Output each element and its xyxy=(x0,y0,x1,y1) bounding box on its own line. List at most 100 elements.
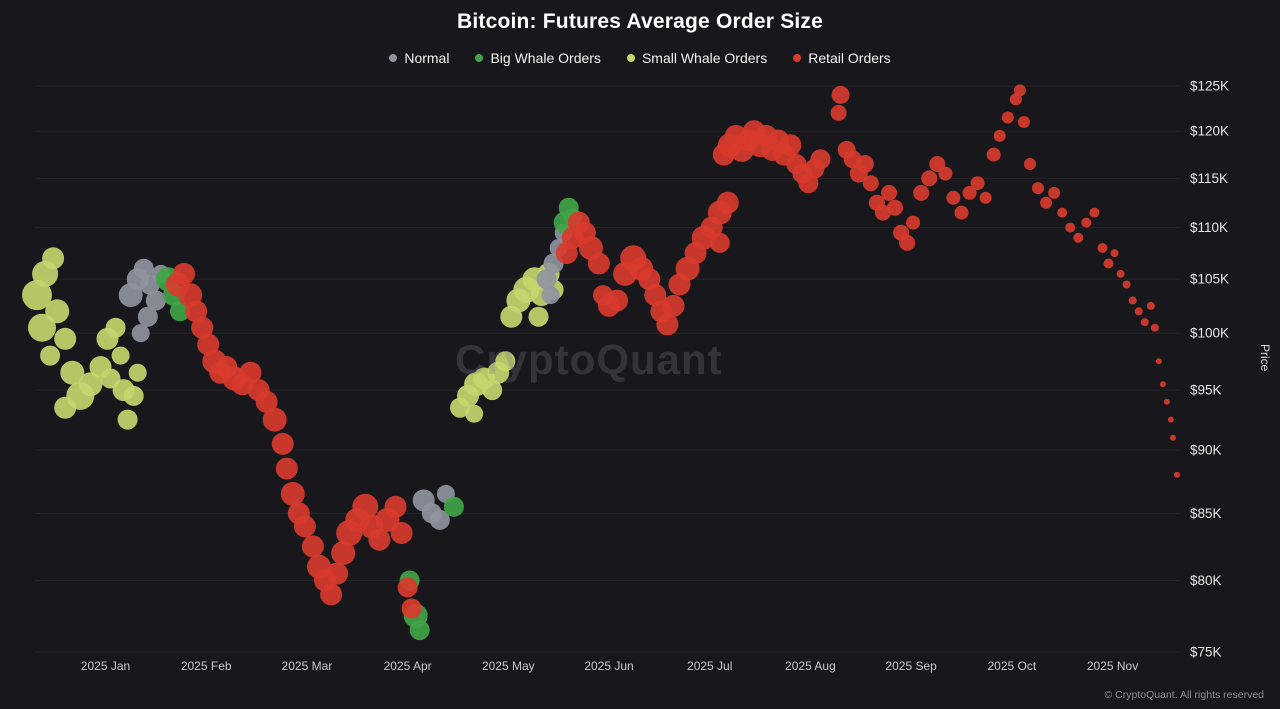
data-point-retail-orders[interactable] xyxy=(656,313,679,336)
data-point-retail-orders[interactable] xyxy=(1146,301,1155,310)
data-point-retail-orders[interactable] xyxy=(301,535,324,558)
data-point-small-whale-orders[interactable] xyxy=(111,346,130,365)
data-point-retail-orders[interactable] xyxy=(921,170,938,187)
data-point-retail-orders[interactable] xyxy=(368,528,391,551)
data-point-retail-orders[interactable] xyxy=(779,134,802,157)
data-point-retail-orders[interactable] xyxy=(271,432,294,455)
data-point-small-whale-orders[interactable] xyxy=(45,299,70,324)
data-point-retail-orders[interactable] xyxy=(1057,207,1068,218)
data-point-retail-orders[interactable] xyxy=(262,407,287,432)
data-point-retail-orders[interactable] xyxy=(1167,416,1174,423)
data-point-normal[interactable] xyxy=(137,306,158,327)
data-point-retail-orders[interactable] xyxy=(881,184,897,201)
data-point-retail-orders[interactable] xyxy=(1073,232,1084,243)
data-point-retail-orders[interactable] xyxy=(1089,207,1100,218)
data-point-retail-orders[interactable] xyxy=(293,515,316,538)
data-point-retail-orders[interactable] xyxy=(899,234,916,251)
data-point-retail-orders[interactable] xyxy=(1081,217,1092,228)
data-point-retail-orders[interactable] xyxy=(1155,358,1162,365)
data-point-retail-orders[interactable] xyxy=(1103,258,1114,269)
data-point-retail-orders[interactable] xyxy=(1150,323,1159,332)
data-point-retail-orders[interactable] xyxy=(993,129,1006,142)
data-point-retail-orders[interactable] xyxy=(810,149,831,170)
data-point-small-whale-orders[interactable] xyxy=(22,280,52,311)
data-point-retail-orders[interactable] xyxy=(173,262,195,285)
data-point-small-whale-orders[interactable] xyxy=(528,306,549,327)
data-point-normal[interactable] xyxy=(145,290,166,311)
data-point-retail-orders[interactable] xyxy=(1032,182,1044,195)
data-point-small-whale-orders[interactable] xyxy=(54,396,77,419)
data-point-big-whale-orders[interactable] xyxy=(170,301,190,322)
data-point-retail-orders[interactable] xyxy=(1009,93,1022,106)
data-point-retail-orders[interactable] xyxy=(970,176,985,191)
data-point-small-whale-orders[interactable] xyxy=(117,409,138,430)
data-point-retail-orders[interactable] xyxy=(255,390,278,413)
data-point-retail-orders[interactable] xyxy=(1065,222,1076,233)
data-point-normal[interactable] xyxy=(131,324,150,343)
data-point-retail-orders[interactable] xyxy=(401,598,422,619)
legend-item-big-whale-orders[interactable]: Big Whale Orders xyxy=(475,50,601,66)
data-point-retail-orders[interactable] xyxy=(986,147,1001,162)
data-point-retail-orders[interactable] xyxy=(191,316,214,339)
data-point-retail-orders[interactable] xyxy=(1116,269,1125,278)
data-point-small-whale-orders[interactable] xyxy=(40,345,61,366)
data-point-small-whale-orders[interactable] xyxy=(482,380,503,401)
data-point-retail-orders[interactable] xyxy=(938,166,953,181)
data-point-small-whale-orders[interactable] xyxy=(78,372,103,397)
data-point-retail-orders[interactable] xyxy=(946,190,961,205)
data-point-retail-orders[interactable] xyxy=(716,191,739,214)
data-point-normal[interactable] xyxy=(541,286,560,305)
data-point-small-whale-orders[interactable] xyxy=(28,313,56,342)
data-point-retail-orders[interactable] xyxy=(1174,471,1180,478)
data-point-retail-orders[interactable] xyxy=(239,361,262,384)
data-point-retail-orders[interactable] xyxy=(1134,307,1143,316)
data-point-small-whale-orders[interactable] xyxy=(128,363,147,382)
data-point-retail-orders[interactable] xyxy=(1170,434,1176,441)
data-point-retail-orders[interactable] xyxy=(1163,398,1170,405)
data-point-retail-orders[interactable] xyxy=(709,232,730,253)
data-point-retail-orders[interactable] xyxy=(1128,296,1137,305)
data-point-small-whale-orders[interactable] xyxy=(123,385,144,406)
data-point-retail-orders[interactable] xyxy=(390,522,413,544)
data-point-retail-orders[interactable] xyxy=(906,215,921,230)
data-point-retail-orders[interactable] xyxy=(1048,186,1061,199)
data-point-retail-orders[interactable] xyxy=(1040,196,1053,209)
legend-item-small-whale-orders[interactable]: Small Whale Orders xyxy=(626,50,767,66)
data-point-small-whale-orders[interactable] xyxy=(495,351,516,372)
data-point-retail-orders[interactable] xyxy=(1159,381,1166,388)
data-point-small-whale-orders[interactable] xyxy=(465,404,484,423)
data-point-retail-orders[interactable] xyxy=(862,175,879,192)
data-point-retail-orders[interactable] xyxy=(1110,249,1119,258)
data-point-retail-orders[interactable] xyxy=(587,252,610,275)
data-point-retail-orders[interactable] xyxy=(352,493,379,520)
data-point-normal[interactable] xyxy=(133,258,154,279)
data-point-retail-orders[interactable] xyxy=(1024,158,1036,170)
data-point-retail-orders[interactable] xyxy=(280,481,305,506)
data-point-normal[interactable] xyxy=(536,269,557,290)
data-point-retail-orders[interactable] xyxy=(1001,111,1014,124)
data-point-big-whale-orders[interactable] xyxy=(443,496,464,517)
data-point-retail-orders[interactable] xyxy=(913,184,930,201)
data-point-retail-orders[interactable] xyxy=(1097,243,1108,253)
data-point-retail-orders[interactable] xyxy=(662,294,685,317)
data-point-retail-orders[interactable] xyxy=(1013,84,1026,97)
data-point-small-whale-orders[interactable] xyxy=(60,360,85,385)
data-point-retail-orders[interactable] xyxy=(830,104,847,121)
data-point-retail-orders[interactable] xyxy=(331,541,356,566)
data-point-retail-orders[interactable] xyxy=(1140,318,1149,327)
data-point-retail-orders[interactable] xyxy=(831,85,850,104)
data-point-retail-orders[interactable] xyxy=(1122,280,1131,289)
data-point-small-whale-orders[interactable] xyxy=(54,327,77,350)
data-point-retail-orders[interactable] xyxy=(954,205,969,220)
data-point-small-whale-orders[interactable] xyxy=(42,247,65,270)
data-point-small-whale-orders[interactable] xyxy=(105,317,126,338)
data-point-retail-orders[interactable] xyxy=(326,562,349,585)
data-point-normal[interactable] xyxy=(429,509,450,530)
data-point-retail-orders[interactable] xyxy=(384,495,407,518)
data-point-retail-orders[interactable] xyxy=(606,289,629,312)
data-point-retail-orders[interactable] xyxy=(275,457,298,480)
data-point-retail-orders[interactable] xyxy=(397,577,418,598)
data-point-big-whale-orders[interactable] xyxy=(409,620,430,641)
data-point-retail-orders[interactable] xyxy=(1017,116,1030,128)
data-point-retail-orders[interactable] xyxy=(320,583,343,606)
